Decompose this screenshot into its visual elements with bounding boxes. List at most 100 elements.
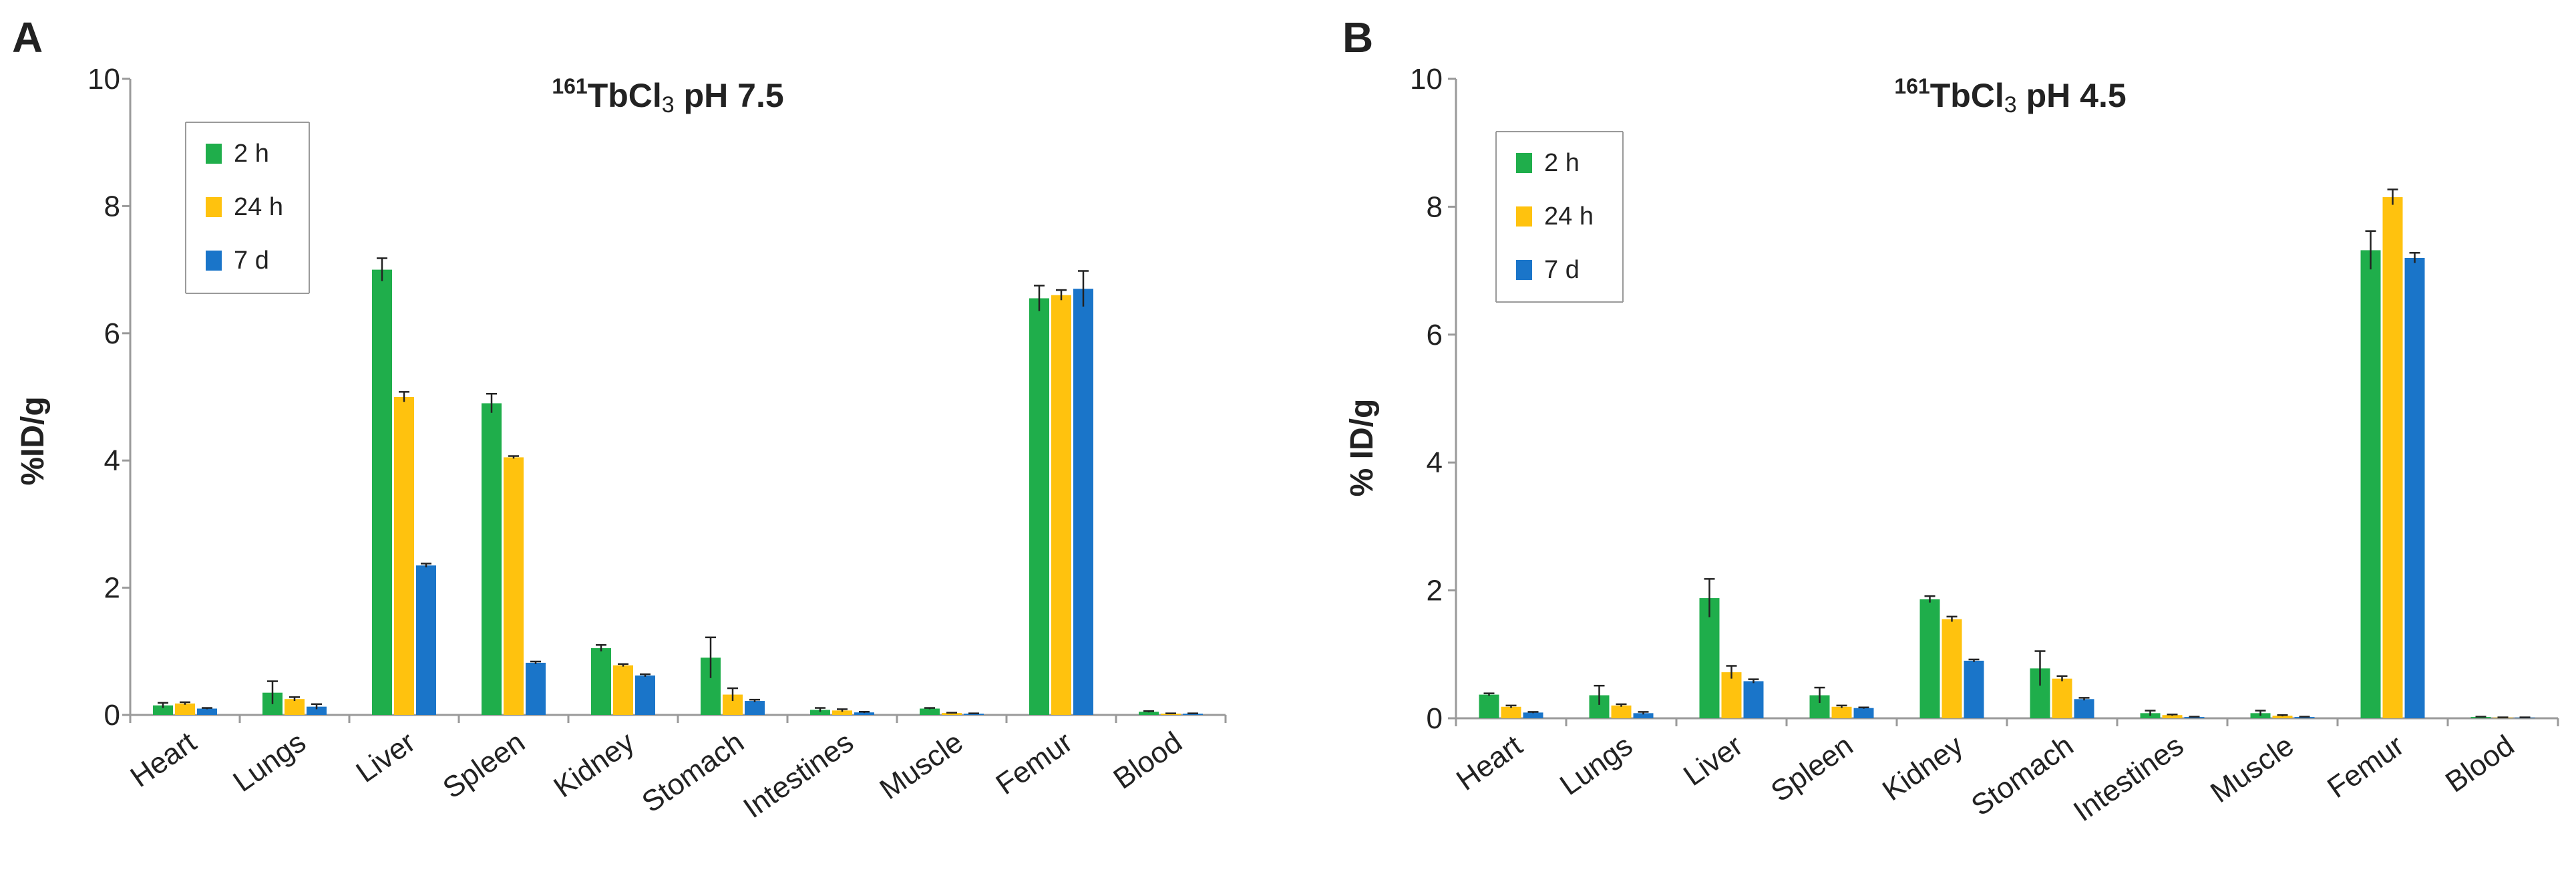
legend-swatch-2h — [206, 144, 222, 164]
panel-label: B — [1342, 13, 1373, 61]
bar-7d-kidney — [635, 675, 655, 715]
bar-2h-liver — [372, 269, 392, 716]
legend-label: 7 d — [1544, 256, 1580, 284]
y-tick-label: 6 — [104, 317, 120, 350]
x-category-label: Intestines — [2068, 729, 2189, 828]
bar-2h-blood — [2470, 717, 2491, 718]
x-category-label: Liver — [1678, 729, 1749, 792]
chart-title: 161TbCl3 pH 4.5 — [1894, 74, 2126, 118]
bar-7d-muscle — [964, 714, 984, 715]
legend-swatch-2h — [1516, 153, 1532, 173]
x-category-label: Spleen — [1765, 729, 1859, 808]
bar-7d-intestines — [854, 712, 874, 715]
y-axis-label: % ID/g — [1344, 399, 1380, 497]
x-category-label: Lungs — [227, 726, 311, 798]
bar-7d-muscle — [2294, 717, 2315, 718]
x-category-label: Heart — [124, 726, 202, 794]
bar-24h-intestines — [832, 710, 852, 715]
y-tick-label: 2 — [1427, 575, 1443, 607]
bar-7d-blood — [1183, 714, 1203, 715]
bar-24h-liver — [1721, 672, 1742, 718]
panel-label: A — [12, 13, 43, 61]
bar-7d-femur — [2404, 257, 2425, 719]
bar-2h-blood — [1139, 712, 1159, 715]
bar-24h-spleen — [1831, 706, 1852, 718]
bar-2h-liver — [1699, 598, 1720, 718]
legend-swatch-24h — [1516, 206, 1532, 227]
legend-swatch-24h — [206, 197, 222, 217]
bar-7d-stomach — [745, 701, 765, 715]
bar-24h-kidney — [613, 665, 633, 715]
title-rest: pH 4.5 — [2017, 77, 2127, 114]
bar-24h-heart — [1501, 706, 1521, 718]
bar-2h-muscle — [920, 708, 940, 715]
bar-24h-spleen — [504, 457, 524, 715]
bar-24h-liver — [394, 397, 414, 715]
bar-7d-lungs — [307, 706, 327, 715]
legend-swatch-7d — [1516, 260, 1532, 280]
bar-24h-lungs — [1611, 705, 1632, 718]
bar-24h-muscle — [942, 713, 962, 715]
legend-label: 2 h — [1544, 149, 1580, 177]
bar-2h-kidney — [591, 648, 611, 715]
bar-24h-intestines — [2162, 715, 2183, 718]
bar-2h-intestines — [810, 710, 830, 715]
bar-24h-blood — [1161, 714, 1181, 715]
x-category-label: Stomach — [1966, 729, 2079, 823]
bar-24h-heart — [175, 703, 195, 715]
y-tick-label: 0 — [1427, 702, 1443, 735]
bar-2h-heart — [1479, 694, 1499, 718]
title-superscript: 161 — [552, 74, 587, 98]
y-axis-label: %ID/g — [15, 396, 51, 485]
y-tick-label: 10 — [87, 63, 120, 96]
chart-title: 161TbCl3 pH 7.5 — [552, 74, 783, 118]
x-category-label: Kidney — [548, 726, 640, 804]
bar-24h-femur — [2382, 197, 2403, 718]
bar-2h-femur — [2360, 250, 2381, 718]
y-tick-label: 8 — [1427, 190, 1443, 223]
x-category-label: Femur — [990, 726, 1078, 801]
bar-7d-lungs — [1633, 713, 1654, 718]
x-category-label: Femur — [2322, 729, 2410, 804]
legend-label: 2 h — [234, 140, 269, 168]
x-category-label: Muscle — [874, 726, 968, 806]
bar-7d-liver — [416, 565, 436, 715]
x-category-label: Heart — [1451, 729, 1528, 797]
bar-7d-spleen — [1853, 708, 1874, 718]
title-rest: pH 7.5 — [675, 77, 784, 114]
bar-2h-heart — [153, 705, 173, 715]
bar-24h-muscle — [2272, 716, 2293, 718]
legend-label: 7 d — [234, 247, 269, 275]
bar-7d-intestines — [2184, 717, 2205, 718]
title-superscript: 161 — [1894, 74, 1929, 98]
y-tick-label: 10 — [1410, 63, 1443, 96]
bar-2h-spleen — [482, 403, 502, 715]
x-category-label: Spleen — [437, 726, 530, 805]
bar-7d-stomach — [2074, 699, 2094, 718]
x-category-label: Stomach — [636, 726, 749, 819]
title-subscript: 3 — [662, 92, 675, 118]
legend-label: 24 h — [1544, 202, 1594, 231]
legend: 2 h 24 h 7 d — [185, 122, 310, 294]
bar-24h-stomach — [2052, 678, 2072, 718]
x-category-label: Muscle — [2205, 729, 2299, 809]
bar-24h-femur — [1051, 295, 1071, 715]
x-category-label: Blood — [2440, 729, 2520, 799]
title-subscript: 3 — [2004, 92, 2017, 118]
x-category-label: Blood — [1107, 726, 1187, 796]
legend-swatch-7d — [206, 251, 222, 271]
y-tick-label: 6 — [1427, 319, 1443, 351]
bar-7d-heart — [1523, 712, 1543, 718]
x-category-label: Kidney — [1877, 729, 1969, 807]
y-tick-label: 4 — [104, 444, 120, 477]
title-main: TbCl — [588, 77, 662, 114]
bar-24h-kidney — [1942, 619, 1962, 718]
chart-panel-b: B 161TbCl3 pH 4.5 % ID/g 0 2 4 6 8 10 Heart Lungs L… — [1342, 13, 2559, 828]
x-category-label: Lungs — [1554, 729, 1638, 802]
y-tick-label: 8 — [104, 190, 120, 222]
chart-panel-a: A 161TbCl3 pH 7.5 %ID/g 0 2 4 6 8 10 Heart Lungs Li… — [12, 13, 1227, 825]
bar-2h-kidney — [1919, 599, 1940, 718]
x-category-label: Intestines — [737, 726, 859, 825]
bar-7d-spleen — [526, 662, 546, 715]
